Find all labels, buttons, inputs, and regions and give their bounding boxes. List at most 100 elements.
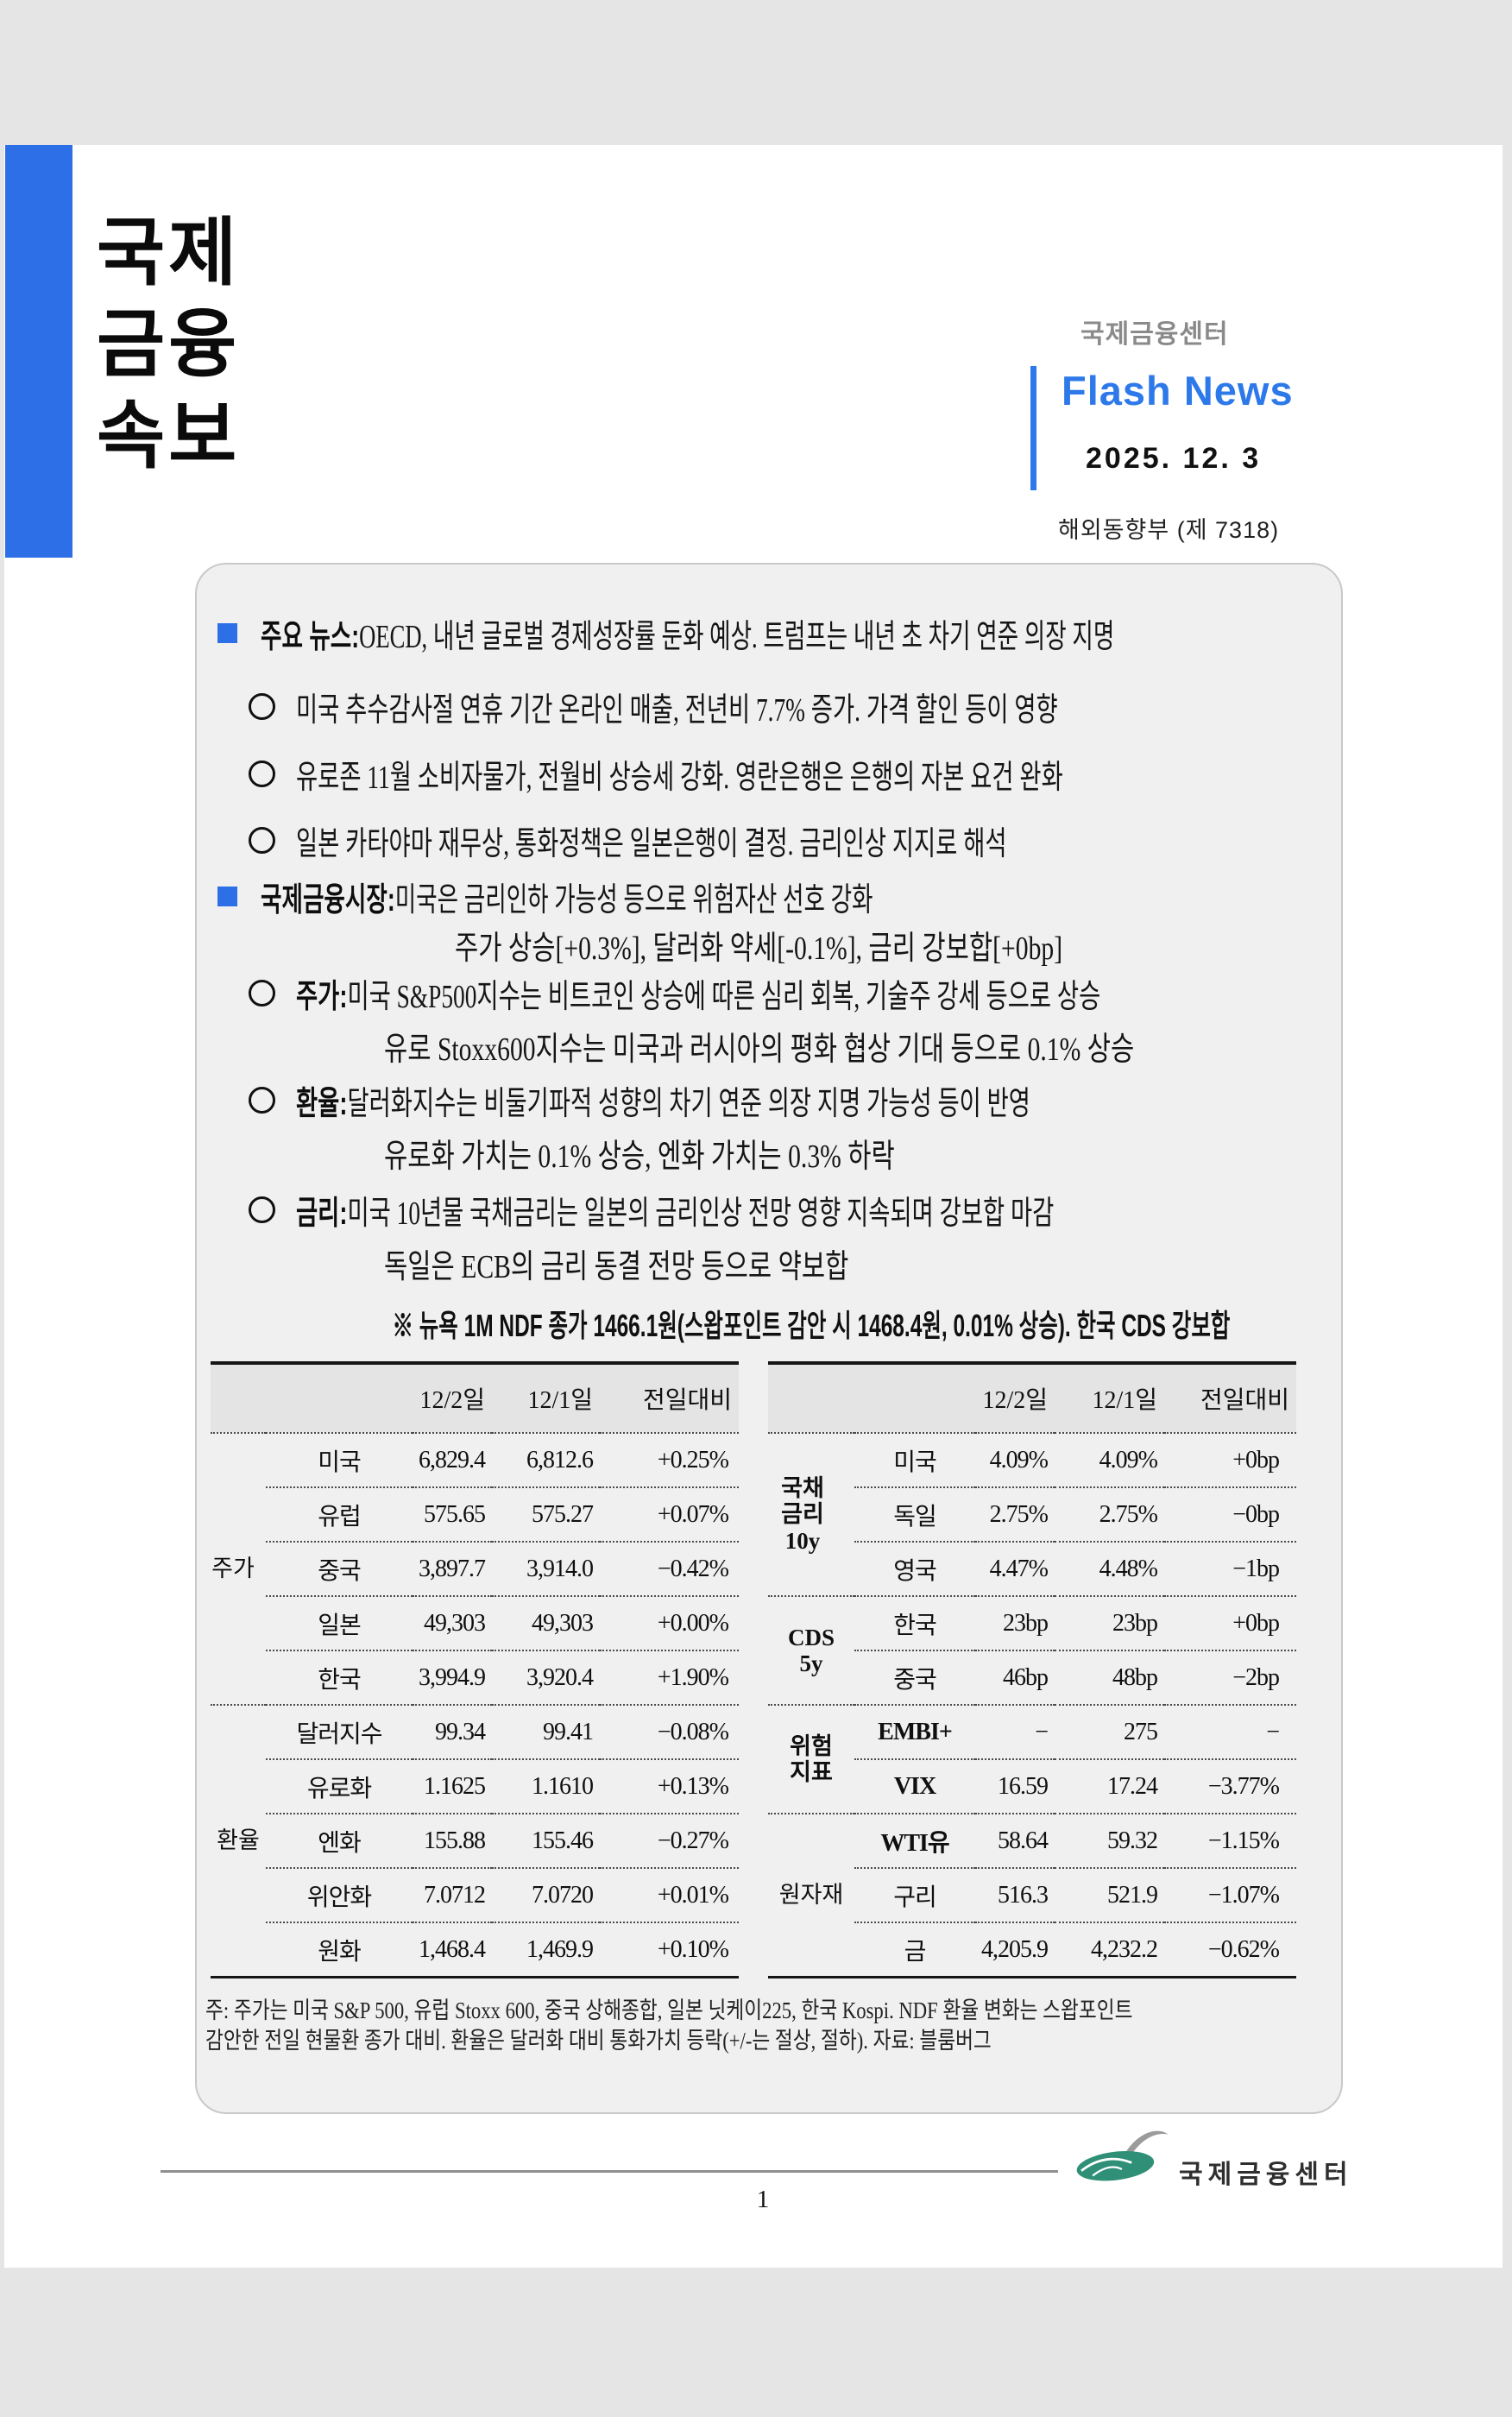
news-line: 일본 카타야마 재무상, 통화정책은 일본은행이 결정. 금리인상 지지로 해석 [249, 821, 1283, 862]
news-line-continuation: 유로화 가치는 0.1% 상승, 엔화 가치는 0.3% 하락 [384, 1133, 1039, 1175]
value-cell: 3,914.0 [492, 1541, 600, 1595]
change-cell: −1bp [1164, 1541, 1296, 1595]
value-cell: 3,897.7 [413, 1541, 492, 1595]
news-text: 일본 카타야마 재무상, 통화정책은 일본은행이 결정. 금리인상 지지로 해석 [296, 825, 1007, 862]
footnote-line1: 주: 주가는 미국 S&P 500, 유럽 Stoxx 600, 중국 상해종합… [205, 1997, 1133, 2023]
value-cell: 2.75% [1055, 1486, 1164, 1541]
group-label: 원자재 [768, 1813, 854, 1976]
news-prefix: 주요 뉴스: [261, 618, 360, 655]
value-cell: 3,920.4 [492, 1650, 600, 1704]
column-header: 12/2일 [975, 1365, 1055, 1432]
change-cell: − [1164, 1704, 1296, 1758]
news-line-rates: 금리: 미국 10년물 국채금리는 일본의 금리인상 전망 영향 지속되며 강보… [249, 1190, 1349, 1232]
change-cell: −1.07% [1164, 1867, 1296, 1922]
masthead-title-line1: 국제 [97, 211, 241, 294]
column-header: 전일대비 [600, 1365, 739, 1432]
news-text: 유로화 가치는 0.1% 상승, 엔화 가치는 0.3% 하락 [384, 1138, 895, 1175]
row-label: 독일 [854, 1486, 975, 1541]
change-cell: +0.07% [600, 1486, 739, 1541]
row-label: 중국 [854, 1650, 975, 1704]
news-line: 미국 추수감사절 연휴 기간 온라인 매출, 전년비 7.7% 증가. 가격 할… [249, 687, 1354, 729]
news-prefix: 환율: [296, 1085, 348, 1122]
row-label: 엔화 [266, 1813, 413, 1867]
value-cell: 4,232.2 [1055, 1922, 1164, 1976]
value-cell: 3,994.9 [413, 1650, 492, 1704]
value-cell: 4.48% [1055, 1541, 1164, 1595]
square-bullet-icon [217, 886, 237, 906]
change-cell: +0.25% [600, 1432, 739, 1486]
news-line-continuation: 유로 Stoxx600지수는 미국과 러시아의 평화 협상 기대 등으로 0.1… [384, 1026, 1345, 1068]
change-cell: +1.90% [600, 1650, 739, 1704]
value-cell: 23bp [1055, 1595, 1164, 1650]
row-label: 금 [854, 1922, 975, 1976]
change-cell: +0bp [1164, 1432, 1296, 1486]
square-bullet-icon [217, 622, 237, 643]
row-label: 원화 [266, 1922, 413, 1976]
row-label: 구리 [854, 1867, 975, 1922]
kcif-logo-icon [1076, 2130, 1169, 2181]
circle-bullet-icon [249, 979, 275, 1007]
news-line-main: 주요 뉴스: OECD, 내년 글로벌 경제성장률 둔화 예상. 트럼프는 내년… [217, 614, 1480, 655]
change-cell: +0bp [1164, 1595, 1296, 1650]
group-label: CDS 5y [768, 1595, 854, 1704]
news-text: 미국 추수감사절 연휴 기간 온라인 매출, 전년비 7.7% 증가. 가격 할… [296, 691, 1058, 729]
row-label: 미국 [854, 1432, 975, 1486]
news-line-continuation: 주가 상승[+0.3%], 달러화 약세[-0.1%], 금리 강보합[+0bp… [455, 925, 1234, 967]
value-cell: 7.0712 [413, 1867, 492, 1922]
group-label: 위험 지표 [768, 1704, 854, 1813]
value-cell: 155.46 [492, 1813, 600, 1867]
footer-logo-text: 국제금융센터 [1179, 2161, 1353, 2189]
change-cell: +0.00% [600, 1595, 739, 1650]
change-cell: −0.42% [600, 1541, 739, 1595]
change-cell: −1.15% [1164, 1813, 1296, 1867]
value-cell: 1,469.9 [492, 1922, 600, 1976]
value-cell: 1.1610 [492, 1758, 600, 1813]
value-cell: 4.47% [975, 1541, 1055, 1595]
value-cell: 99.34 [413, 1704, 492, 1758]
content-box [195, 563, 1343, 2114]
change-cell: +0.01% [600, 1867, 739, 1922]
value-cell: 49,303 [492, 1595, 600, 1650]
row-label: VIX [854, 1758, 975, 1813]
row-label: 영국 [854, 1541, 975, 1595]
row-label: 유로화 [266, 1758, 413, 1813]
news-text: 유로 Stoxx600지수는 미국과 러시아의 평화 협상 기대 등으로 0.1… [384, 1031, 1135, 1068]
value-cell: 6,812.6 [492, 1432, 600, 1486]
row-label: 중국 [266, 1541, 413, 1595]
change-cell: −0.27% [600, 1813, 739, 1867]
value-cell: 575.27 [492, 1486, 600, 1541]
news-line-stocks: 주가: 미국 S&P500지수는 비트코인 상승에 따른 심리 회복, 기술주 … [249, 974, 1414, 1015]
value-cell: 49,303 [413, 1595, 492, 1650]
news-text: 미국 S&P500지수는 비트코인 상승에 따른 심리 회복, 기술주 강세 등… [347, 978, 1101, 1015]
change-cell: −3.77% [1164, 1758, 1296, 1813]
value-cell: 275 [1055, 1704, 1164, 1758]
value-cell: 99.41 [492, 1704, 600, 1758]
news-text: OECD, 내년 글로벌 경제성장률 둔화 예상. 트럼프는 내년 초 차기 연… [359, 618, 1115, 655]
value-cell: − [975, 1704, 1055, 1758]
masthead-title-line3: 속보 [97, 394, 241, 477]
footnote-line2: 감안한 전일 현물환 종가 대비. 환율은 달러화 대비 통화가치 등락(+/-… [205, 2028, 992, 2054]
news-line-continuation: 독일은 ECB의 금리 동결 전망 등으로 약보합 [384, 1244, 980, 1285]
value-cell: 46bp [975, 1650, 1055, 1704]
change-cell: −0.08% [600, 1704, 739, 1758]
ndf-note: ※ 뉴욕 1M NDF 종가 1466.1원(스왑포인트 감안 시 1468.4… [195, 1301, 1339, 1346]
value-cell: 4.09% [975, 1432, 1055, 1486]
logo-leaf-vein [1080, 2157, 1132, 2172]
news-text: 미국 10년물 국채금리는 일본의 금리인상 전망 영향 지속되며 강보합 마감 [347, 1195, 1055, 1232]
ndf-note-text: ※ 뉴욕 1M NDF 종가 1466.1원(스왑포인트 감안 시 1468.4… [392, 1308, 1231, 1343]
news-prefix: 금리: [296, 1195, 348, 1232]
news-text: 유로존 11월 소비자물가, 전월비 상승세 강화. 영란은행은 은행의 자본 … [296, 759, 1063, 796]
value-cell: 1.1625 [413, 1758, 492, 1813]
value-cell: 7.0720 [492, 1867, 600, 1922]
market-table-left: 12/2일 12/1일 전일대비 주가 미국 6,829.4 6,812.6 +0.25% 유럽… [211, 1361, 739, 1978]
column-header: 12/1일 [492, 1365, 600, 1432]
change-cell: −0bp [1164, 1486, 1296, 1541]
column-header: 전일대비 [1164, 1365, 1296, 1432]
masthead-title: 국제 금융 속보 [97, 207, 240, 482]
group-label: 주가 [211, 1432, 266, 1704]
row-label: 유럽 [266, 1486, 413, 1541]
masthead-blue-bar [5, 145, 72, 558]
table-header-spacer [768, 1365, 975, 1432]
value-cell: 155.88 [413, 1813, 492, 1867]
